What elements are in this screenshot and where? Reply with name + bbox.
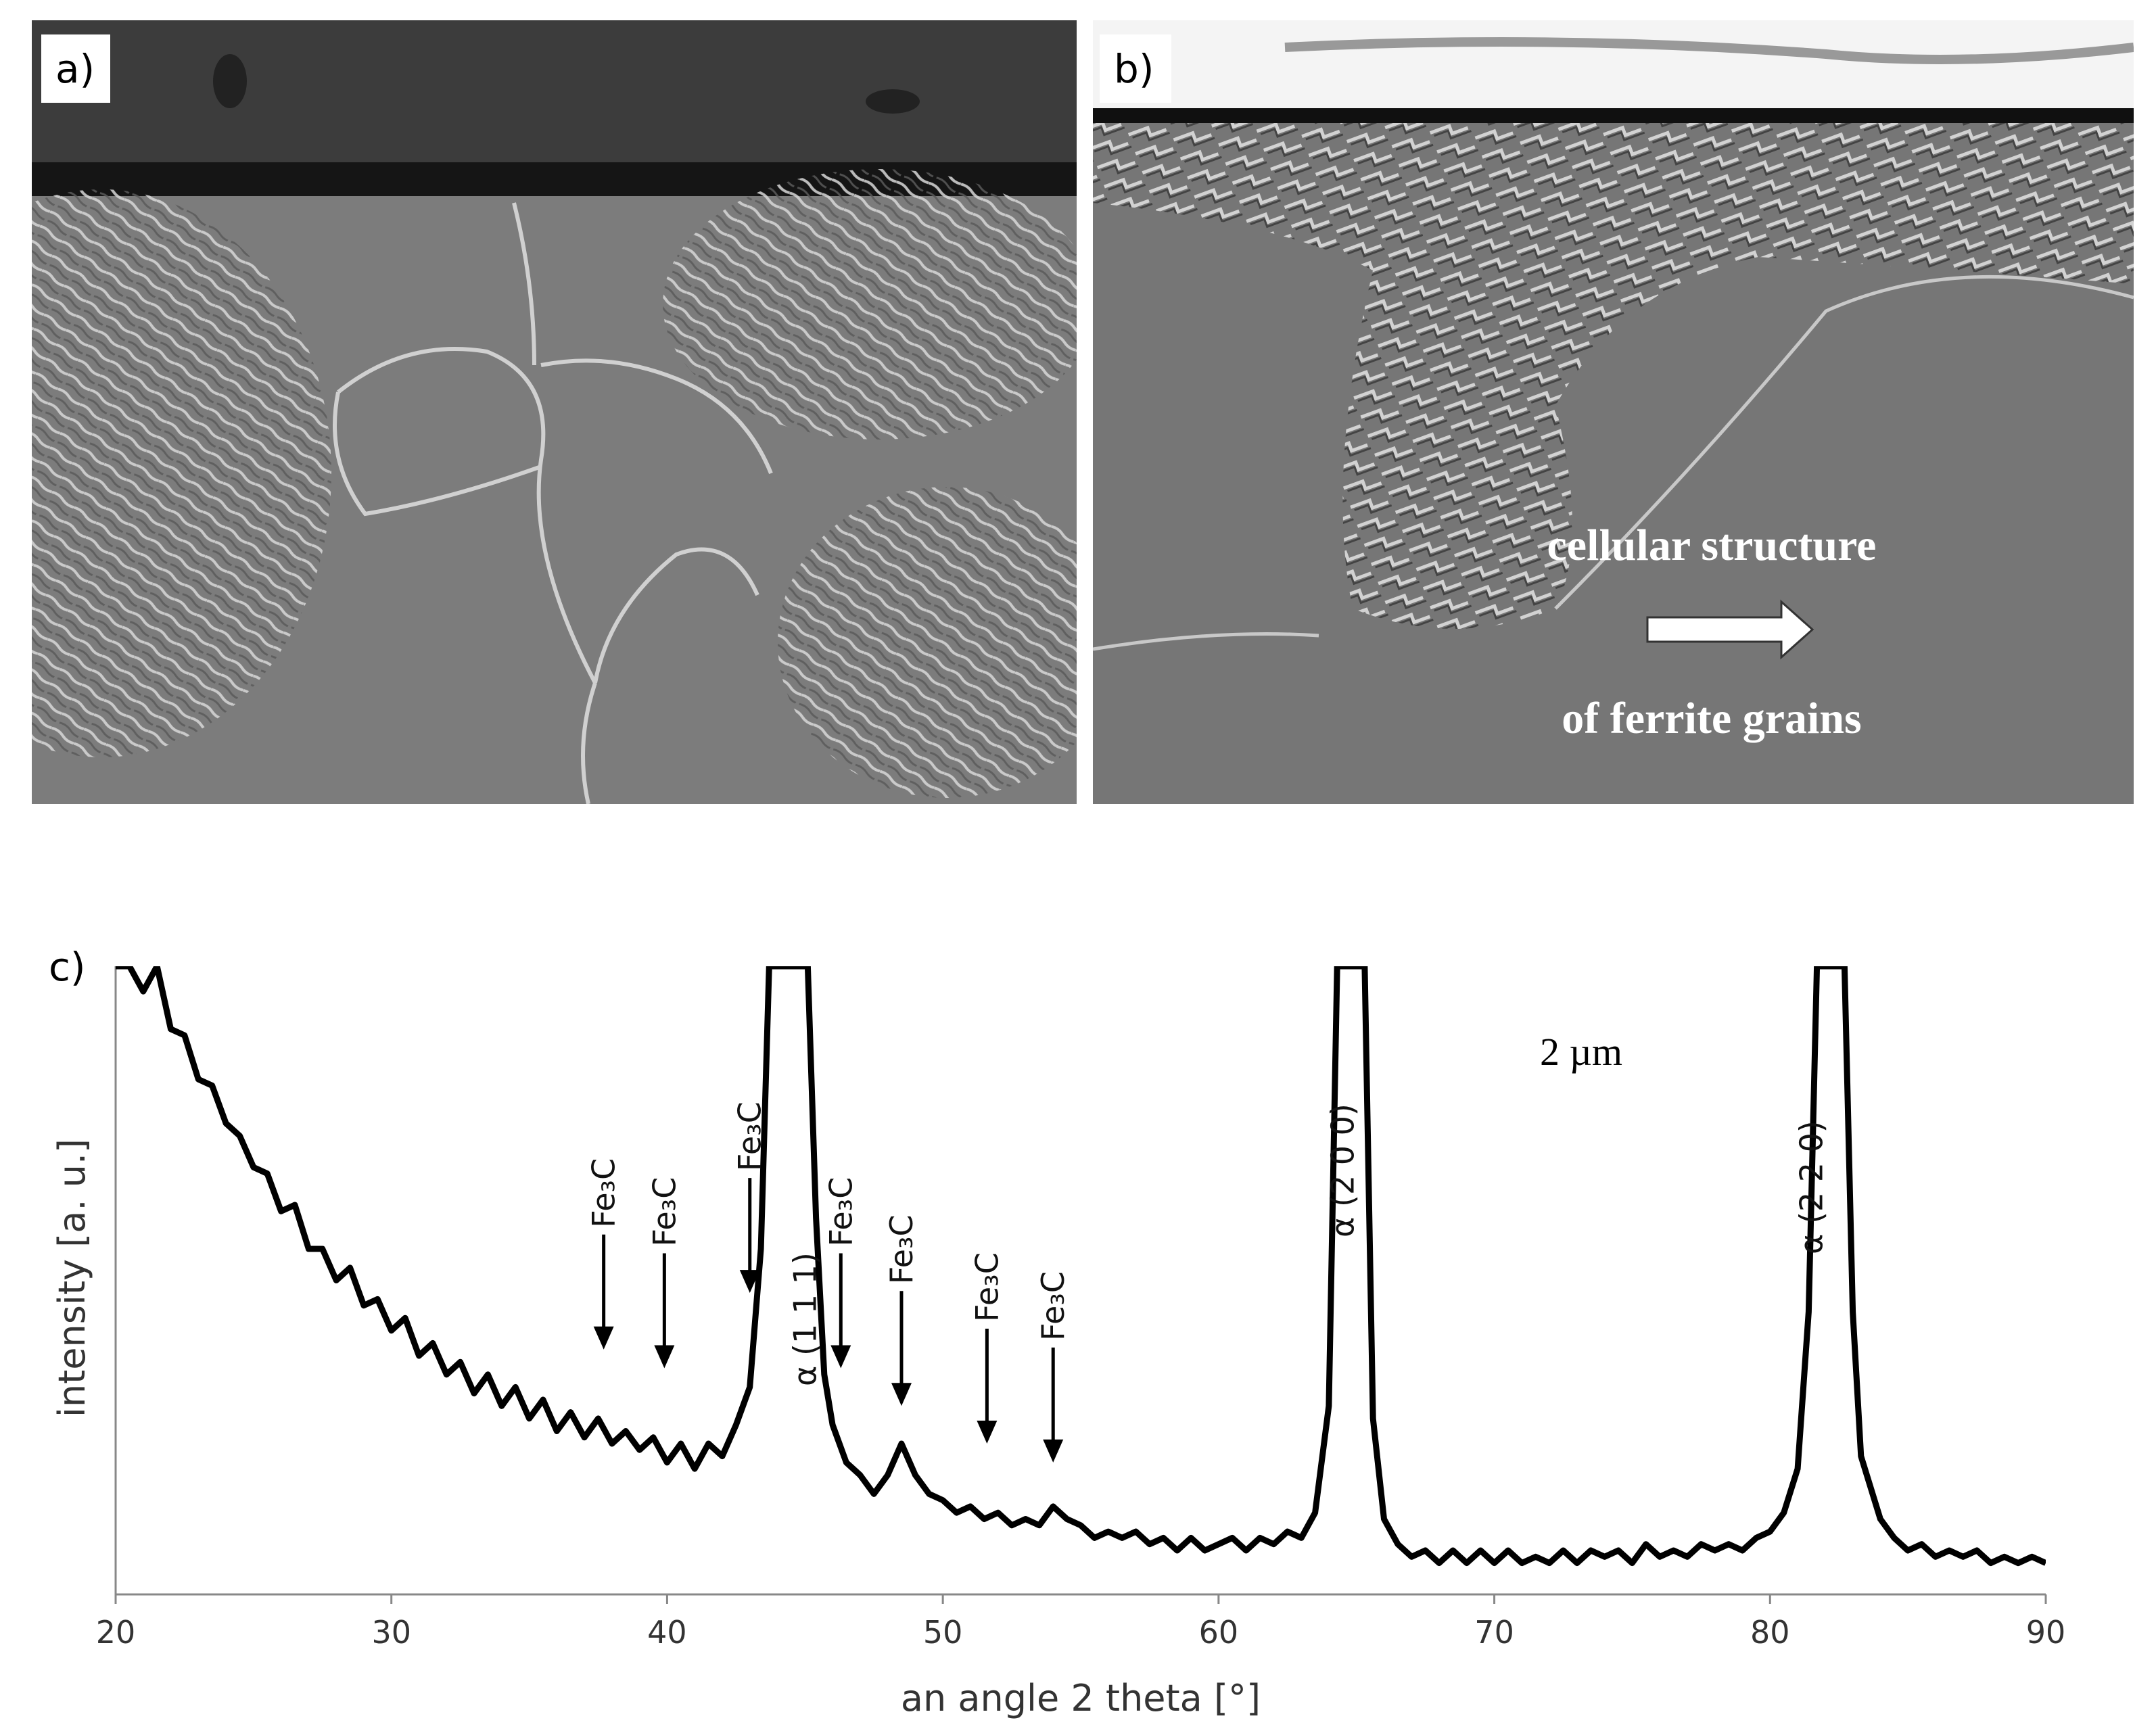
x-tick-label: 70 (1474, 1614, 1514, 1651)
arrow-head (739, 1270, 760, 1294)
sem-info: 5.0kV (1667, 835, 1710, 851)
plot-area (116, 966, 2046, 1567)
chart-note: 2 µm (1540, 1030, 1622, 1074)
sem-info: LED (709, 835, 734, 851)
arrow-head (654, 1345, 675, 1369)
x-tick-label: 50 (923, 1614, 963, 1651)
x-tick-label: 20 (96, 1614, 136, 1651)
sem-image-a (32, 20, 1077, 804)
sem-info: x5,000 (1495, 835, 1547, 851)
panel-label: a) (55, 46, 95, 92)
x-tick-label: 60 (1199, 1614, 1239, 1651)
x-axis-label: an angle 2 theta [°] (901, 1677, 1261, 1720)
annotation-label: Fe₃C (1035, 1271, 1071, 1341)
annotation-label: α (2 2 0) (1793, 1120, 1829, 1254)
annotation-label: Fe₃C (586, 1158, 622, 1228)
sem-info: WD 10.0mm (2024, 835, 2101, 851)
arrow-head (977, 1421, 998, 1444)
sem-info: x2,000 (438, 835, 489, 851)
sem-scale: 1µm (2070, 807, 2096, 824)
annotation-label: Fe₃C (732, 1101, 768, 1171)
arrow-head (593, 1326, 614, 1350)
annotation-label: α (1 1 1) (787, 1252, 823, 1386)
sem-info: WD 10.0mm (979, 835, 1056, 851)
sem-info: LED (1765, 835, 1791, 851)
panel-label: c) (49, 944, 86, 990)
arrow-head (1043, 1439, 1064, 1463)
x-tick-label: 80 (1750, 1614, 1790, 1651)
sem-info: SEM (1892, 835, 1917, 851)
sem-scale: 10µm (1000, 807, 1035, 824)
sem-info: SEM (830, 835, 856, 851)
annotation-label: Fe₃C (822, 1177, 859, 1247)
annotation-label: Fe₃C (646, 1177, 682, 1247)
x-tick-label: 40 (647, 1614, 687, 1651)
sem-annotation: cellular structure (1547, 521, 1877, 570)
panel-label: b) (1114, 46, 1154, 92)
sem-annotation: of ferrite grains (1562, 694, 1861, 743)
xrd-line (116, 966, 2046, 1567)
arrow-head (830, 1345, 851, 1369)
y-axis-label: intensity [a. u.] (51, 1139, 93, 1417)
x-tick-label: 90 (2026, 1614, 2066, 1651)
x-tick-label: 30 (371, 1614, 411, 1651)
annotation-label: Fe₃C (968, 1252, 1005, 1322)
annotation-label: Fe₃C (883, 1214, 920, 1284)
sem-info: 15.0kV (609, 835, 661, 851)
sem-image-b (1093, 20, 2134, 804)
arrow-head (891, 1383, 912, 1406)
annotation-label: α (2 0 0) (1324, 1104, 1361, 1237)
